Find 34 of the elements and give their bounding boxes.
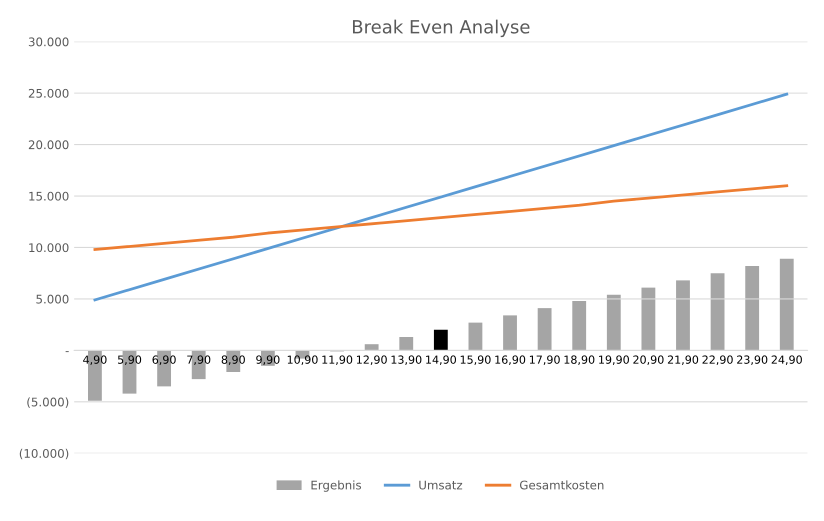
x-tick-label: 4,90 xyxy=(83,355,107,365)
x-tick-label: 18,90 xyxy=(564,355,594,365)
x-tick-label: 14,90 xyxy=(426,355,456,365)
chart-title: Break Even Analyse xyxy=(352,20,530,38)
y-tick-label: 10.000 xyxy=(29,243,69,252)
y-tick-label: (10.000) xyxy=(20,448,68,460)
y-tick-label: 25.000 xyxy=(28,88,69,98)
y-tick-label: 20.000 xyxy=(28,140,69,150)
x-tick-label: 5,90 xyxy=(118,355,142,365)
x-tick-label: 22,90 xyxy=(702,355,733,365)
x-tick-label: 15,90 xyxy=(460,355,491,365)
x-tick-label: 19,90 xyxy=(599,355,629,365)
x-tick-label: 13,90 xyxy=(392,355,422,365)
x-tick-label: 8,90 xyxy=(222,355,245,365)
legend-label: Ergebnis xyxy=(312,480,362,492)
x-tick-label: 21,90 xyxy=(668,355,698,365)
x-tick-label: 24,90 xyxy=(772,355,802,365)
x-tick-label: 11,90 xyxy=(322,355,352,365)
y-tick-label: - xyxy=(66,351,69,352)
y-tick-label: 30.000 xyxy=(28,37,69,46)
x-tick-label: 23,90 xyxy=(737,355,768,365)
y-tick-label: 5.000 xyxy=(36,294,69,304)
x-tick-label: 12,90 xyxy=(356,355,387,365)
x-tick-label: 9,90 xyxy=(256,355,280,365)
x-tick-label: 6,90 xyxy=(152,355,176,365)
x-tick-label: 20,90 xyxy=(633,355,664,365)
legend-label: Umsatz xyxy=(419,480,462,490)
y-tick-label: (5.000) xyxy=(27,397,68,408)
x-tick-label: 10,90 xyxy=(288,355,318,365)
x-tick-label: 17,90 xyxy=(530,355,560,365)
x-tick-label: 16,90 xyxy=(495,355,526,365)
x-tick-label: 7,90 xyxy=(187,355,210,365)
legend-label: Gesamtkosten xyxy=(520,480,604,490)
y-tick-label: 15.000 xyxy=(29,192,69,201)
